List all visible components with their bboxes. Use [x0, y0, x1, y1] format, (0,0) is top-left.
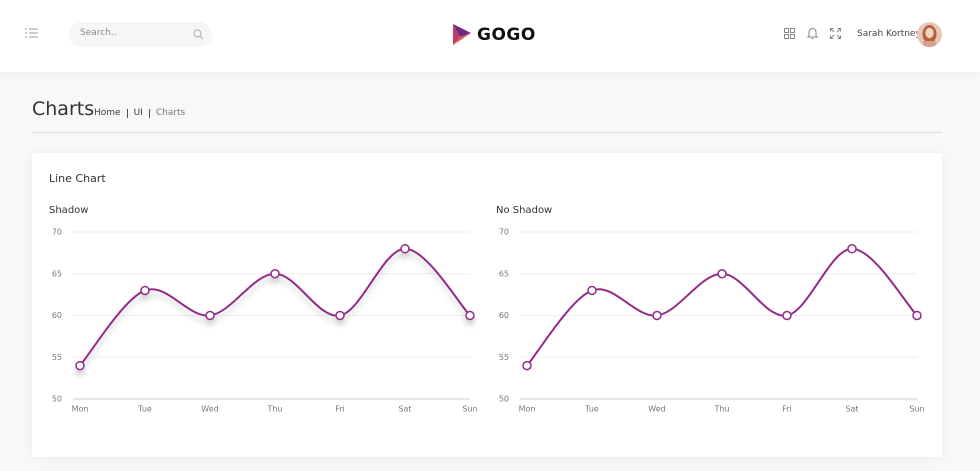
x-tick-label: Wed: [201, 405, 218, 414]
point: [75, 360, 85, 371]
y-tick-label: 60: [52, 311, 62, 320]
x-tick-label: Mon: [72, 405, 89, 414]
point: [335, 310, 345, 321]
header: Search.. GOGO Sarah Kortney: [0, 0, 980, 72]
y-tick-label: 70: [52, 228, 62, 237]
x-tick-label: Sat: [398, 405, 411, 414]
y-tick-label: 55: [499, 353, 509, 362]
x-tick-label: Fri: [335, 405, 345, 414]
breadcrumb-link[interactable]: UI: [133, 108, 143, 118]
breadcrumb-separator: [126, 108, 128, 118]
breadcrumb: Home UI Charts: [94, 108, 185, 118]
x-tick-label: Fri: [782, 405, 792, 414]
series: [75, 243, 475, 371]
point: [652, 310, 662, 321]
avatar[interactable]: [917, 22, 942, 47]
y-tick-label: 55: [52, 353, 62, 362]
x-tick-label: Sun: [909, 405, 924, 414]
fullscreen-icon[interactable]: [830, 28, 841, 39]
point: [400, 243, 410, 254]
breadcrumb-separator: [148, 108, 150, 118]
y-tick-label: 50: [499, 395, 509, 404]
point: [587, 285, 597, 296]
point: [465, 310, 475, 321]
point: [847, 243, 857, 254]
x-tick-label: Sun: [462, 405, 477, 414]
chart: 50 55 60 65 70 Mon Tue Wed Thu Fri Sat Sun: [52, 228, 478, 414]
divider: [32, 132, 942, 133]
x-tick-label: Tue: [584, 405, 599, 414]
x-tick-label: Tue: [137, 405, 152, 414]
point: [270, 269, 280, 279]
notification-icon[interactable]: [807, 27, 818, 40]
point: [717, 269, 727, 279]
y-tick-label: 70: [499, 228, 509, 237]
point: [140, 285, 150, 296]
y-tick-label: 65: [499, 269, 509, 278]
search-icon[interactable]: [193, 29, 204, 40]
chart-title: No Shadow: [496, 205, 553, 216]
point: [522, 360, 532, 371]
y-tick-label: 50: [52, 395, 62, 404]
apps-icon[interactable]: [784, 28, 795, 39]
search-placeholder: Search..: [80, 28, 117, 38]
breadcrumb-current: Charts: [155, 108, 186, 118]
chart: 50 55 60 65 70 Mon Tue Wed Thu Fri Sat Sun: [499, 228, 925, 414]
page-title: Charts: [32, 98, 95, 120]
logo-mark: [453, 24, 471, 45]
point: [912, 310, 922, 321]
x-tick-label: Thu: [713, 405, 729, 414]
user-name[interactable]: Sarah Kortney: [857, 29, 921, 39]
chart-title: Shadow: [49, 205, 89, 216]
x-tick-label: Sat: [845, 405, 858, 414]
line: [526, 247, 918, 367]
x-tick-label: Wed: [648, 405, 665, 414]
series: [522, 243, 922, 371]
x-tick-label: Mon: [519, 405, 536, 414]
point: [205, 310, 215, 321]
x-tick-label: Thu: [266, 405, 282, 414]
search-box[interactable]: Search..: [69, 22, 212, 47]
menu-icon[interactable]: [25, 28, 39, 39]
y-tick-label: 65: [52, 269, 62, 278]
logo[interactable]: GOGO: [477, 25, 536, 45]
card-title: Line Chart: [49, 172, 106, 185]
breadcrumb-link[interactable]: Home: [94, 108, 121, 118]
y-tick-label: 60: [499, 311, 509, 320]
point: [782, 310, 792, 321]
line: [79, 247, 471, 367]
